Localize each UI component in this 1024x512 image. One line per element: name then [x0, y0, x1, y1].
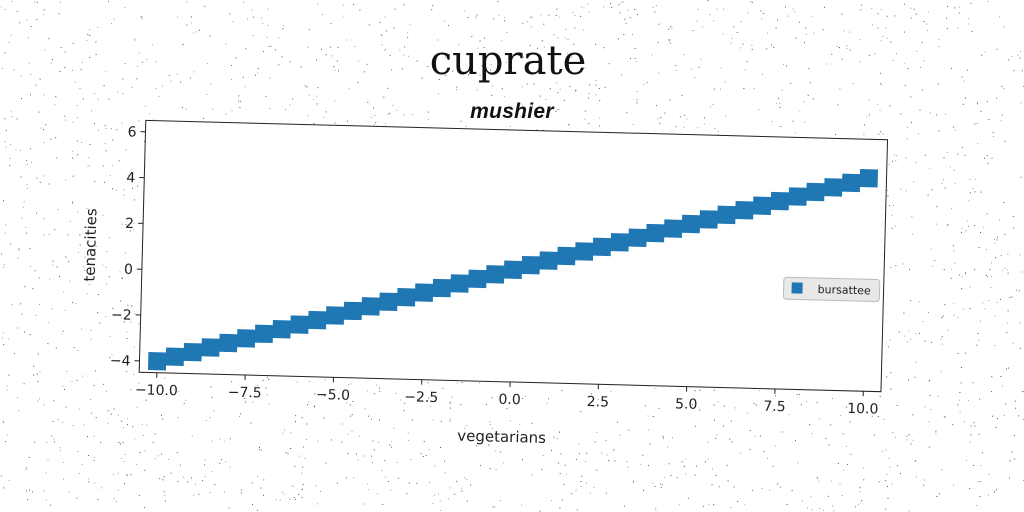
x-tick-label: −2.5 [404, 389, 438, 406]
data-point [308, 310, 327, 330]
data-point [859, 168, 879, 188]
data-point [735, 201, 754, 220]
data-point [272, 320, 291, 339]
x-tick-label: −5.0 [316, 387, 350, 404]
data-point [147, 352, 167, 371]
x-tick-label: 7.5 [763, 399, 786, 416]
y-axis-ticks: −4 −2 0 2 4 6 [110, 124, 146, 370]
y-axis-label: tenacities [81, 208, 101, 282]
legend: bursattee [782, 276, 881, 303]
data-point [290, 315, 309, 334]
data-point [646, 223, 665, 243]
plot-area: −10.0 −7.5 −5.0 −2.5 0.0 2.5 5.0 7.5 10.0 −4 −2 0 2… [81, 119, 889, 447]
data-point [485, 265, 505, 284]
data-point [397, 288, 416, 307]
data-point [165, 347, 185, 366]
data-point [806, 182, 825, 202]
data-point [770, 191, 790, 211]
data-point [610, 233, 629, 252]
y-tick-label: 2 [125, 216, 134, 232]
data-point [557, 246, 576, 266]
data-point [183, 342, 202, 362]
x-tick-label: 5.0 [675, 396, 698, 413]
x-axis-label: vegetarians [457, 427, 546, 447]
data-point [468, 269, 487, 289]
data-point [503, 260, 523, 279]
y-tick-label: −4 [110, 353, 131, 370]
x-tick-label: 2.5 [587, 394, 610, 411]
y-tick-label: −2 [111, 307, 132, 324]
x-tick-label: 0.0 [498, 392, 521, 409]
data-point [254, 324, 274, 344]
data-point [788, 187, 807, 206]
data-point [325, 306, 345, 325]
data-point [752, 196, 772, 215]
data-point [343, 301, 363, 321]
x-axis-ticks: −10.0 −7.5 −5.0 −2.5 0.0 2.5 5.0 7.5 10.0 [135, 372, 879, 418]
data-point [681, 214, 701, 234]
y-tick-label: 4 [126, 170, 135, 186]
y-tick-label: 6 [127, 124, 136, 140]
x-tick-label: −7.5 [227, 385, 261, 402]
legend-box [782, 276, 881, 303]
data-point [450, 274, 469, 293]
main-title: cuprate [429, 38, 587, 84]
data-point [361, 297, 380, 316]
data-point [201, 338, 220, 357]
legend-label: bursattee [817, 283, 871, 297]
data-point [824, 178, 843, 197]
data-point [628, 228, 647, 248]
data-point [574, 242, 594, 261]
data-point [663, 219, 683, 238]
x-tick-label: −10.0 [135, 382, 178, 399]
data-point [219, 333, 238, 353]
data-point [414, 283, 434, 302]
x-tick-label: 10.0 [847, 401, 879, 418]
chart-subtitle: mushier [470, 100, 554, 123]
data-point [379, 292, 398, 312]
data-point [717, 205, 736, 225]
data-point [699, 210, 718, 229]
data-point [521, 255, 541, 275]
data-point [592, 237, 612, 257]
data-point [236, 329, 256, 348]
data-point [539, 251, 558, 270]
axes-frame [138, 119, 889, 393]
data-points [147, 168, 879, 371]
data-point [841, 173, 861, 193]
legend-marker [791, 282, 803, 294]
data-point [432, 278, 452, 298]
y-tick-label: 0 [124, 262, 133, 278]
